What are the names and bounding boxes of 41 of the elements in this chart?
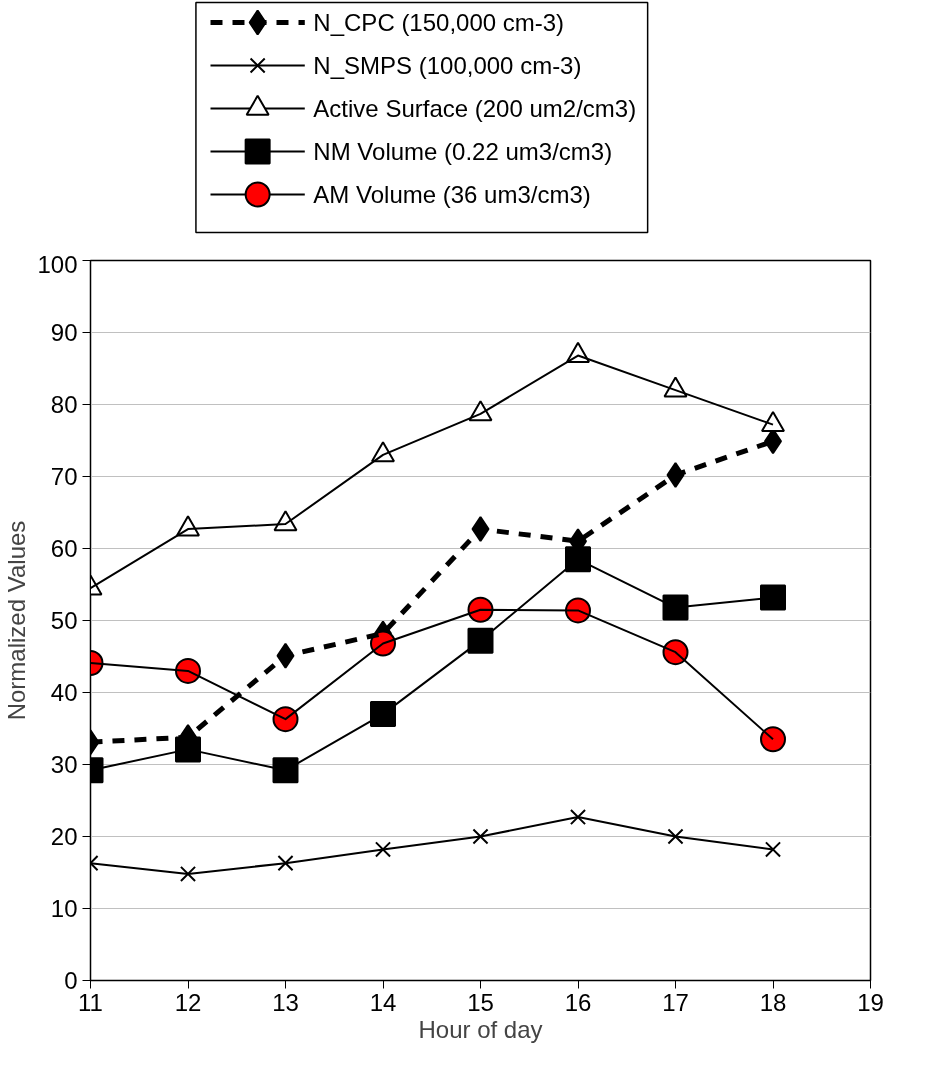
point [764, 841, 782, 858]
point [370, 701, 396, 728]
y-tick-label: 70 [50, 463, 78, 490]
point [569, 808, 587, 826]
x-tick-label: 14 [369, 988, 397, 1016]
y-tick-label: 80 [50, 391, 78, 418]
point [667, 828, 684, 845]
legend-label: NM Volume (0.22 um3/cm3) [313, 138, 613, 165]
legend-label: AM Volume (36 um3/cm3) [313, 181, 591, 208]
y-tick-label: 10 [50, 895, 78, 922]
x-tick-label: 19 [857, 988, 884, 1016]
y-tick-label: 100 [37, 250, 78, 278]
point [277, 855, 294, 872]
y-tick-label: 60 [50, 535, 78, 562]
x-tick-label: 13 [272, 988, 299, 1016]
point [760, 726, 786, 753]
x-axis-title: Hour of day [418, 1015, 543, 1043]
point [467, 627, 494, 654]
y-tick-label: 0 [64, 967, 78, 994]
legend-label: N_SMPS (100,000 cm-3) [313, 52, 582, 79]
x-tick-label: 17 [662, 988, 689, 1016]
y-tick-label: 50 [50, 607, 78, 634]
y-tick-label: 90 [50, 319, 78, 346]
x-tick-label: 16 [564, 988, 592, 1016]
point [565, 546, 591, 573]
y-tick-label: 20 [50, 823, 78, 850]
point [662, 594, 689, 621]
x-tick-label: 18 [759, 988, 787, 1016]
x-tick-label: 11 [78, 988, 103, 1016]
y-axis-title: Normalized Values [3, 520, 31, 721]
point [760, 584, 786, 611]
y-tick-label: 30 [50, 751, 78, 778]
point [472, 828, 489, 845]
point [272, 757, 299, 784]
point [374, 841, 392, 858]
y-tick-label: 40 [50, 679, 78, 706]
x-tick-label: 15 [467, 988, 494, 1016]
legend-label: N_CPC (150,000 cm-3) [313, 9, 565, 36]
point [179, 865, 197, 883]
legend-label: Active Surface (200 um2/cm3) [313, 95, 637, 122]
x-tick-label: 12 [174, 988, 202, 1016]
